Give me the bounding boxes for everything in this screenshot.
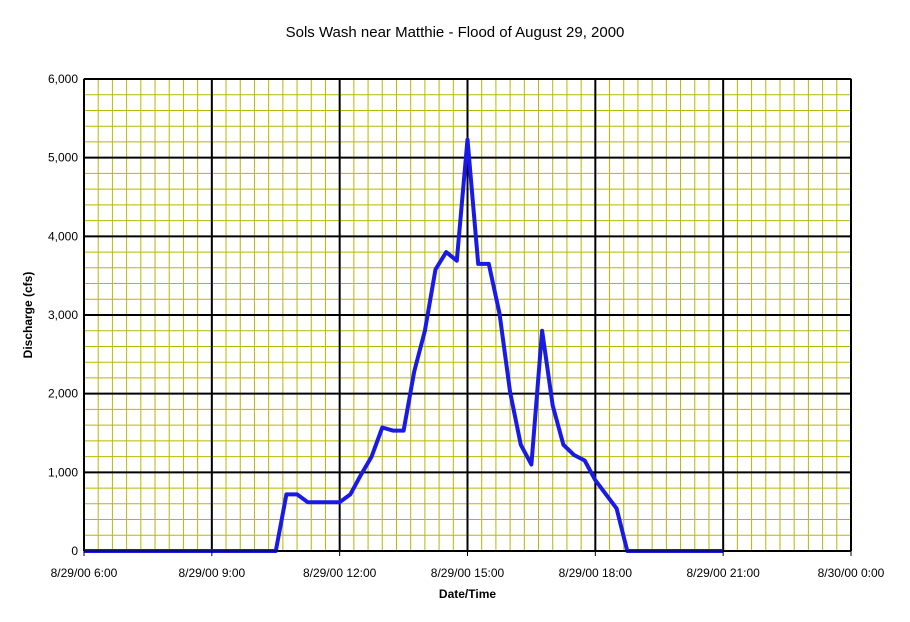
x-tick-label: 8/29/00 6:00 xyxy=(51,566,118,580)
y-tick-label: 5,000 xyxy=(48,151,78,165)
x-tick-label: 8/29/00 18:00 xyxy=(559,566,633,580)
y-tick-label: 2,000 xyxy=(48,387,78,401)
y-axis-tick-labels: 0 1,000 2,000 3,000 4,000 5,000 6,000 xyxy=(48,72,78,558)
y-tick-label: 3,000 xyxy=(48,308,78,322)
discharge-series-line xyxy=(84,137,724,553)
plot-area xyxy=(83,78,852,553)
x-tick-label: 8/29/00 12:00 xyxy=(303,566,377,580)
y-tick-label: 0 xyxy=(71,544,78,558)
x-axis-tick-labels: 8/29/00 6:00 8/29/00 9:00 8/29/00 12:00 8/2… xyxy=(51,551,885,580)
y-tick-label: 1,000 xyxy=(48,465,78,479)
x-tick-label: 8/29/00 15:00 xyxy=(431,566,505,580)
x-tick-label: 8/30/00 0:00 xyxy=(818,566,885,580)
x-axis-label: Date/Time xyxy=(439,587,496,601)
x-tick-label: 8/29/00 9:00 xyxy=(178,566,245,580)
y-tick-label: 6,000 xyxy=(48,72,78,86)
x-tick-label: 8/29/00 21:00 xyxy=(686,566,760,580)
y-axis-label: Discharge (cfs) xyxy=(21,272,35,359)
chart-title: Sols Wash near Matthie - Flood of August… xyxy=(286,24,625,41)
y-tick-label: 4,000 xyxy=(48,229,78,243)
